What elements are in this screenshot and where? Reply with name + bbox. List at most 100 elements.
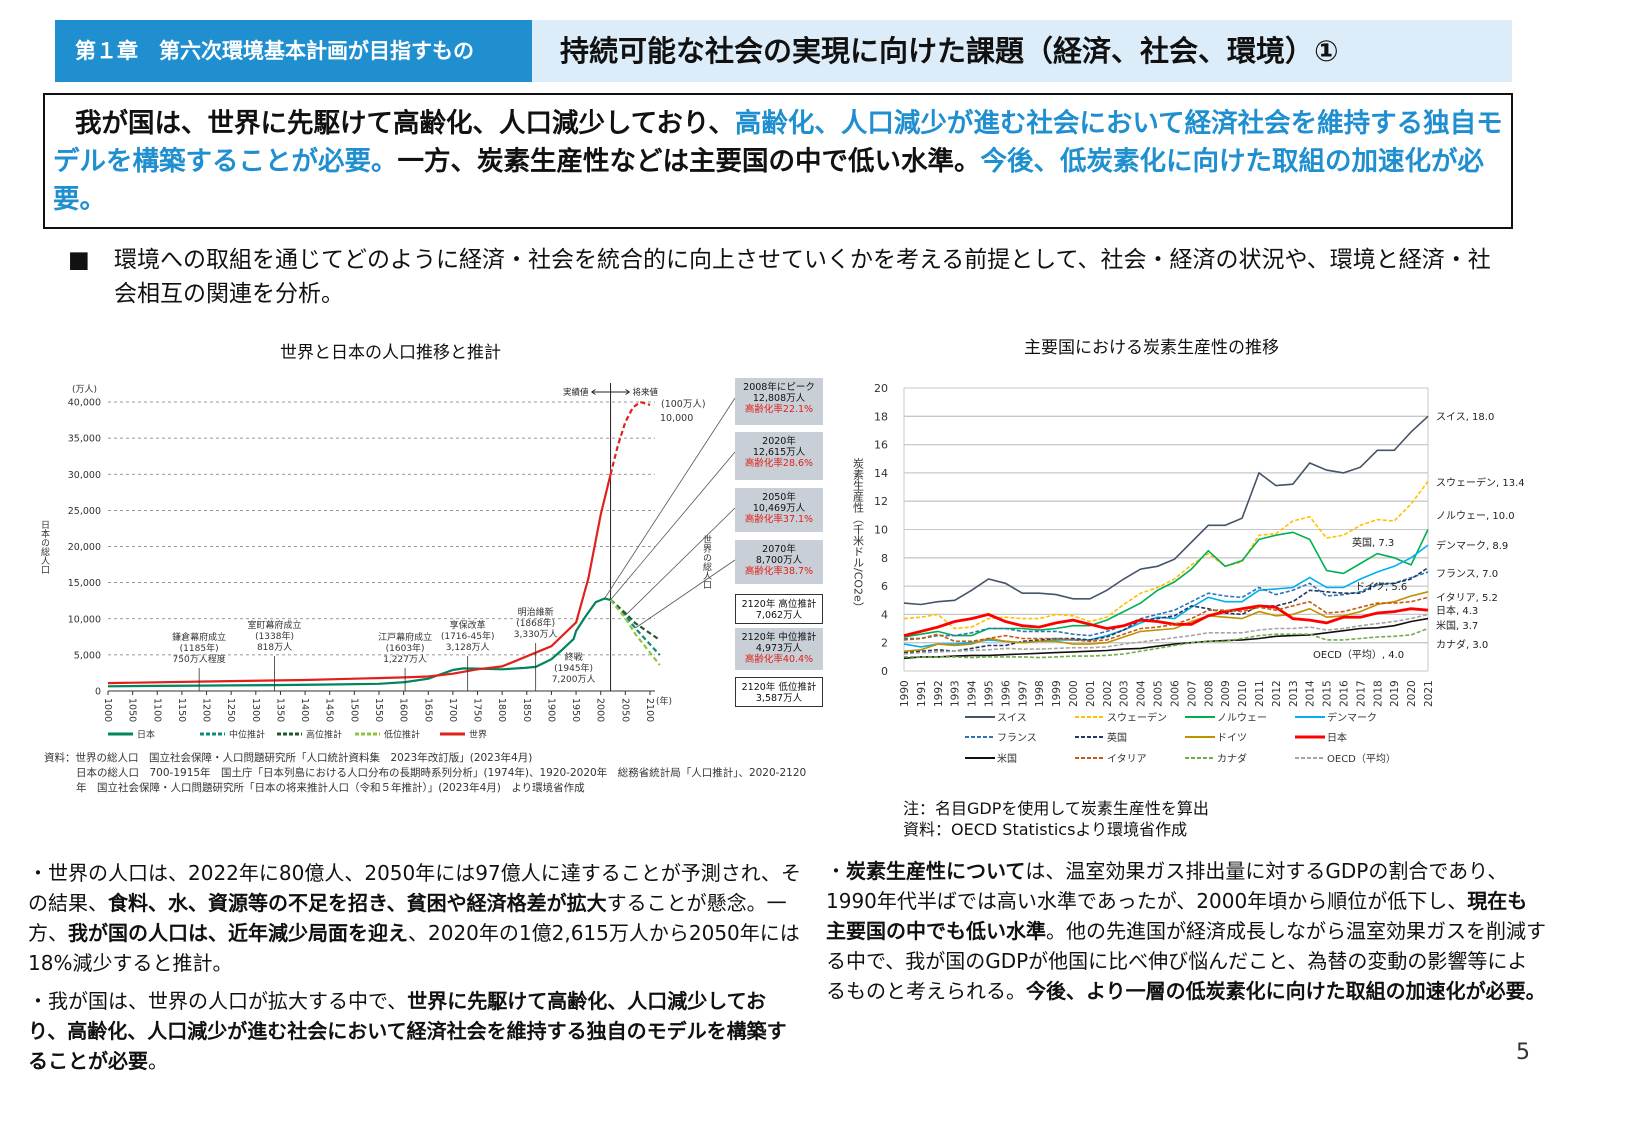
y-tick-label: 30,000 (68, 470, 101, 481)
x-tick-label: 2017 (1355, 680, 1367, 707)
x-tick-label: 1200 (201, 698, 212, 722)
series-line-3 (609, 599, 661, 666)
x-tick-label: 1997 (1017, 680, 1029, 707)
legend-label: スウェーデン (1107, 711, 1167, 724)
y-tick-label: 35,000 (68, 434, 101, 445)
x-tick-label: 1850 (521, 698, 532, 722)
text-segment-normal: することが懸念。一方、 (28, 891, 787, 945)
legend-label: 中位推計 (229, 729, 265, 741)
carbon-source: 資料：OECD Statisticsより環境省作成 (903, 820, 1188, 839)
event-annotation: 1,227万人 (383, 654, 427, 665)
callout-line: 3,587万人 (755, 693, 803, 704)
x-tick-label: 1990 (899, 680, 911, 707)
population-callout-box: 2008年にピーク 12,808万人 高齢化率22.1% (735, 378, 823, 425)
x-tick-label: 1100 (151, 698, 162, 722)
event-annotation: 3,128万人 (446, 642, 490, 653)
x-tick-label: 2013 (1288, 680, 1300, 707)
y-tick-label: 8 (881, 552, 888, 565)
carbon-paragraph-1: ・炭素生産性については、温室効果ガス排出量に対するGDPの割合であり、1990年… (826, 856, 1546, 1006)
x-tick-label: 2018 (1372, 680, 1384, 707)
text-segment-normal: は、温室効果ガス排出量に対するGDPの割合であり、1990年代半ばでは高い水準で… (826, 859, 1508, 913)
carbon-chart-title: 主要国における炭素生産性の推移 (1024, 338, 1279, 358)
x-tick-label: 2050 (619, 698, 630, 722)
x-tick-label: 2100 (644, 698, 655, 722)
end-value-label: ノルウェー, 10.0 (1436, 510, 1515, 522)
x-tick-label: 1992 (933, 680, 945, 707)
x-tick-label: 2011 (1254, 680, 1266, 707)
text-segment-normal: ・我が国は、世界の人口が拡大する中で、 (28, 989, 408, 1013)
callout-line: 4,973万人 (755, 643, 803, 654)
y-tick-label: 12 (874, 495, 888, 508)
x-tick-label: 1150 (176, 698, 187, 722)
actual-label: 実績値 (563, 387, 589, 398)
y-tick-label: 10 (874, 524, 888, 537)
x-tick-label: 1999 (1051, 680, 1063, 707)
end-value-label: カナダ, 3.0 (1436, 638, 1488, 651)
x-tick-label: 2020 (1406, 680, 1418, 707)
population-commentary: ・世界の人口は、2022年に80億人、2050年には97億人に達することが予測さ… (28, 858, 803, 1076)
text-segment-bold: 現在も主要国の中でも低い水準 (826, 889, 1528, 943)
x-tick-label: 2009 (1220, 680, 1232, 707)
series-line-11 (903, 613, 1429, 655)
legend-label: 低位推計 (384, 729, 420, 741)
series-line-2 (609, 599, 661, 641)
square-bullet-icon: ■ (68, 247, 90, 273)
y-tick-label: 18 (874, 410, 888, 423)
y-tick-label: 0 (881, 665, 888, 678)
callout-leader (625, 507, 736, 616)
legend-label: 高位推計 (306, 729, 342, 741)
x-tick-label: 2014 (1305, 680, 1317, 707)
x-tick-label: 1994 (967, 680, 979, 707)
x-tick-label: 1250 (225, 698, 236, 722)
y-unit-label: (万人) (72, 384, 97, 395)
x-tick-label: 1050 (127, 698, 138, 722)
text-segment-normal: ・世界の人口は、2022年に80億人、2050年には97億人に達することが予測さ… (28, 861, 801, 915)
y-tick-label: 4 (881, 608, 888, 621)
legend-label: 日本 (1327, 731, 1347, 744)
legend-label: カナダ (1217, 752, 1247, 765)
text-segment-normal: 一方、炭素生産性などは主要国の中で低い水準。 (397, 146, 981, 177)
text-segment-normal: 我が国は、世界に先駆けて高齢化、人口減少しており、 (75, 108, 735, 139)
series-line-6 (903, 591, 1429, 652)
end-value-label: フランス, 7.0 (1436, 568, 1498, 580)
text-segment-normal: 。他の先進国が経済成長しながら温室効果ガスを削減する中で、我が国のGDPが他国に… (826, 919, 1546, 1003)
text-segment-normal: 。 (148, 1049, 168, 1073)
y-tick-label: 14 (874, 467, 888, 480)
x-tick-label: 2012 (1271, 680, 1283, 707)
x-tick-label: 1950 (570, 698, 581, 722)
text-segment-bold: 炭素生産性について (846, 859, 1026, 883)
series-line-4 (107, 474, 612, 685)
x-tick-label: 2005 (1153, 680, 1165, 707)
series-line-4 (904, 571, 1429, 640)
end-value-label: OECD（平均）, 4.0 (1313, 649, 1404, 661)
event-annotation: (1716-45年) (441, 630, 495, 642)
event-annotation: 明治維新 (518, 606, 554, 618)
callout-line: 2070年 (762, 544, 796, 555)
population-callout-box: 2020年 12,615万人 高齢化率28.6% (735, 432, 823, 480)
text-segment-bold: 我が国の人口は、近年減少局面を迎え (68, 921, 408, 945)
y2-unit-label: (100万人) (661, 399, 706, 410)
event-annotation: 7,200万人 (552, 674, 596, 685)
callout-line: 2120年 高位推計 (741, 599, 817, 610)
event-annotation: 室町幕府成立 (248, 619, 302, 631)
x-tick-label: 1500 (348, 698, 359, 722)
legend-label: ドイツ (1217, 733, 1247, 744)
y-tick-label: 6 (881, 580, 888, 593)
aging-rate: 高齢化率37.1% (744, 514, 814, 525)
population-callout-box: 2120年 低位推計 3,587万人 (735, 677, 823, 707)
legend-label: 英国 (1107, 731, 1127, 744)
forecast-label: 将来値 (633, 387, 659, 398)
x-tick-label: 1600 (398, 698, 409, 722)
legend-label: ノルウェー (1217, 712, 1267, 724)
text-segment-normal: 、2020年の1億2,615万人から2050年には18%減少すると推計。 (28, 921, 800, 975)
event-annotation: 江戸幕府成立 (378, 631, 432, 643)
callout-line: 12,615万人 (752, 447, 806, 458)
y-tick-label: 0 (95, 687, 101, 698)
series-line-2 (903, 529, 1429, 638)
series-line-0 (903, 415, 1429, 606)
callout-leader (604, 397, 736, 599)
x-tick-label: 1800 (496, 698, 507, 722)
event-annotation: (1945年) (554, 662, 593, 674)
population-paragraph-1: ・世界の人口は、2022年に80億人、2050年には97億人に達することが予測さ… (28, 858, 803, 978)
legend-label: スイス (997, 713, 1027, 724)
